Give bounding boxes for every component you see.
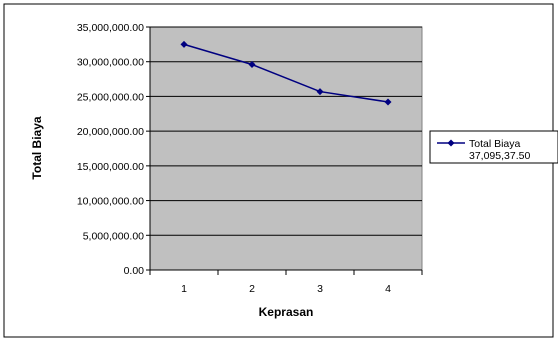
y-tick-label: 20,000,000.00 bbox=[77, 126, 144, 138]
y-tick-label: 10,000,000.00 bbox=[77, 196, 144, 208]
x-tick-labels: 1 2 3 4 bbox=[181, 283, 391, 295]
x-tick-label: 1 bbox=[181, 283, 187, 295]
y-tick-label: 35,000,000.00 bbox=[77, 22, 144, 34]
y-tick-label: 30,000,000.00 bbox=[77, 57, 144, 69]
y-tick-label: 5,000,000.00 bbox=[83, 230, 144, 242]
data-point-marker bbox=[316, 88, 324, 96]
data-point-marker bbox=[384, 98, 392, 106]
legend-label-value: 37,095,37.50 bbox=[469, 150, 530, 162]
legend: Total Biaya 37,095,37.50 bbox=[429, 130, 558, 164]
legend-diamond-marker bbox=[447, 139, 455, 147]
y-tick-label: 0.00 bbox=[124, 265, 145, 277]
gridlines bbox=[150, 26, 422, 236]
x-tick-label: 4 bbox=[385, 283, 391, 295]
data-point-marker bbox=[180, 40, 188, 48]
y-axis-title: Total Biaya bbox=[30, 116, 44, 179]
y-tick-labels: 0.00 5,000,000.00 10,000,000.00 15,000,000.… bbox=[77, 22, 144, 277]
x-tick-label: 2 bbox=[249, 283, 255, 295]
axes bbox=[146, 26, 423, 275]
legend-label: Total Biaya bbox=[469, 138, 521, 150]
data-point-marker bbox=[248, 60, 256, 68]
plot-area bbox=[149, 26, 423, 271]
y-tick-label: 25,000,000.00 bbox=[77, 91, 144, 103]
series-line bbox=[183, 43, 389, 103]
y-tick-label: 15,000,000.00 bbox=[77, 161, 144, 173]
x-axis-title: Keprasan bbox=[259, 305, 314, 319]
series-total-biaya bbox=[180, 40, 392, 106]
x-tick-label: 3 bbox=[317, 283, 323, 295]
legend-box bbox=[429, 130, 558, 164]
